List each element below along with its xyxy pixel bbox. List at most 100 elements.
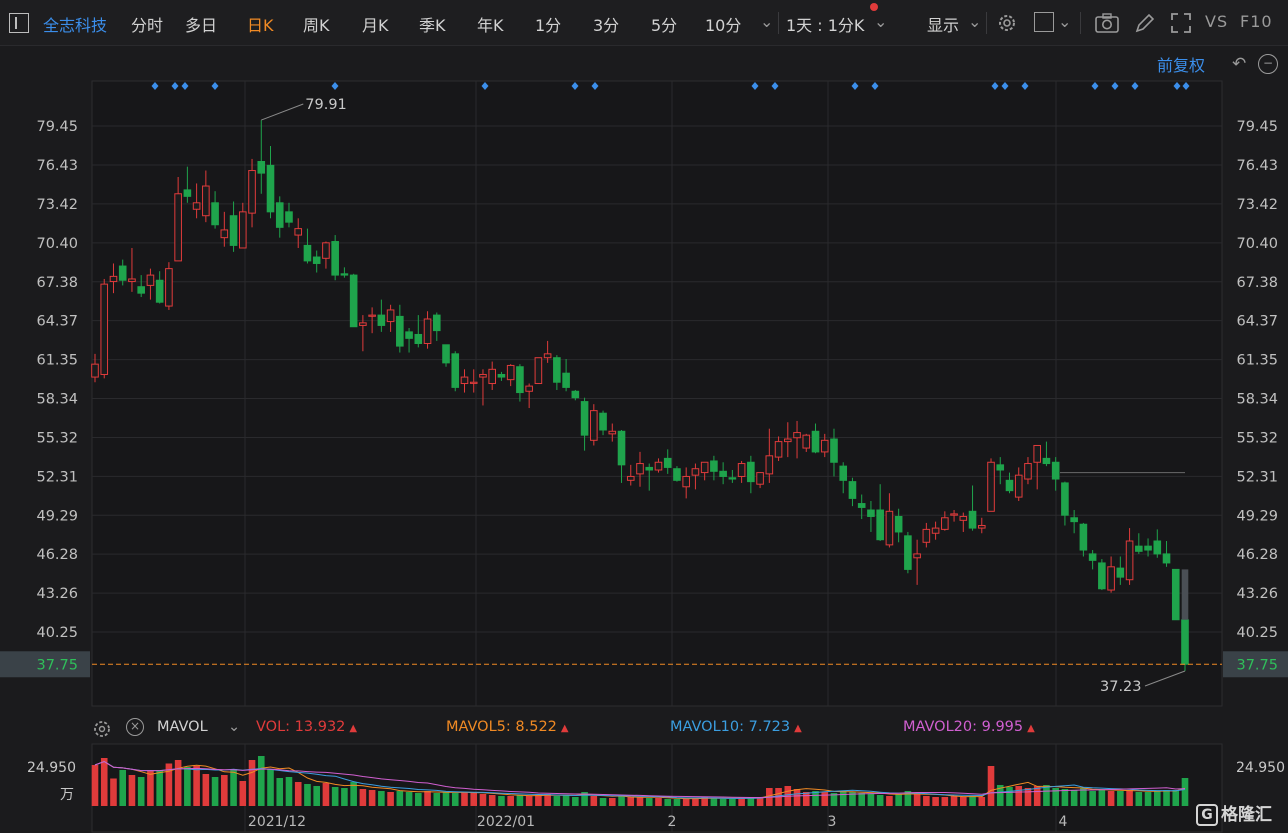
camera-icon[interactable] bbox=[1095, 13, 1119, 33]
event-diamond-icon bbox=[181, 82, 189, 90]
undo-icon[interactable]: ↶ bbox=[1232, 54, 1247, 74]
candle-body bbox=[968, 510, 977, 529]
candle-body bbox=[719, 470, 727, 477]
volume-bar bbox=[442, 792, 450, 806]
volume-settings-icon[interactable] bbox=[92, 719, 112, 739]
volume-bar bbox=[331, 787, 339, 806]
candle-body bbox=[617, 430, 626, 466]
candle-body bbox=[414, 333, 423, 345]
candle-body bbox=[543, 353, 552, 359]
tab-intraday[interactable]: 分时 bbox=[131, 16, 164, 35]
candle-body bbox=[322, 242, 330, 259]
candle-body bbox=[1144, 545, 1152, 551]
kline-chart[interactable]: 79.45 76.43 73.42 70.40 67.38 64.37 61.35 58.34… bbox=[0, 46, 1288, 833]
candle-body bbox=[820, 439, 829, 453]
candle-body bbox=[137, 286, 145, 294]
tab-weekly-k[interactable]: 周K bbox=[303, 16, 330, 35]
candle-body bbox=[811, 430, 820, 453]
tab-multi-day[interactable]: 多日 bbox=[185, 16, 218, 35]
vol-label: VOL: bbox=[256, 719, 291, 735]
volume-bar bbox=[424, 791, 431, 806]
volume-bar bbox=[359, 789, 367, 806]
volume-header: × MAVOL ⌄ VOL: 13.932 ▲ MAVOL5: 8.522 ▲ MA… bbox=[0, 712, 1288, 744]
tab-5min[interactable]: 5分 bbox=[651, 16, 678, 35]
indicator-name[interactable]: MAVOL bbox=[157, 719, 208, 735]
toolbar: 全志科技 分时 多日 日K 周K 月K 季K 年K 1分 3分 5分 10分 ⌄… bbox=[0, 0, 1288, 46]
candle-body bbox=[359, 322, 367, 326]
candle-body bbox=[626, 475, 635, 481]
volume-bar bbox=[433, 793, 441, 806]
mavol-line bbox=[94, 760, 1186, 798]
candlestick-series bbox=[91, 120, 1189, 671]
volume-bar bbox=[904, 791, 912, 806]
mavol10-label: MAVOL10: bbox=[670, 719, 744, 735]
f10-button[interactable]: F10 bbox=[1240, 12, 1273, 31]
close-indicator-icon[interactable]: × bbox=[126, 718, 144, 736]
candle-body bbox=[238, 211, 247, 249]
fullscreen-icon[interactable] bbox=[1170, 12, 1192, 34]
collapse-icon[interactable]: − bbox=[1258, 54, 1278, 74]
volume-bar bbox=[211, 777, 219, 806]
display-chevron-icon[interactable]: ⌄ bbox=[968, 12, 982, 31]
volume-bar bbox=[978, 797, 986, 806]
indicator-chevron-icon[interactable]: ⌄ bbox=[228, 719, 241, 735]
more-periods-chevron-icon[interactable]: ⌄ bbox=[760, 12, 774, 31]
volume-bar bbox=[590, 796, 598, 806]
volume-bar bbox=[839, 791, 847, 806]
settings-gear-icon[interactable] bbox=[996, 12, 1018, 34]
cycle-chevron-icon[interactable]: ⌄ bbox=[874, 12, 888, 31]
volume-bar bbox=[119, 770, 127, 806]
y-tick-label: 76.43 bbox=[1236, 158, 1278, 174]
vs-compare-button[interactable]: VS bbox=[1205, 12, 1229, 31]
candle-body bbox=[1181, 619, 1189, 665]
candle-body bbox=[941, 517, 949, 530]
volume-bar bbox=[1080, 788, 1087, 806]
y-tick-label: 70.40 bbox=[1236, 236, 1278, 252]
separator bbox=[1080, 12, 1081, 34]
volume-bar bbox=[285, 777, 293, 806]
volume-bar bbox=[221, 775, 228, 806]
tab-yearly-k[interactable]: 年K bbox=[477, 16, 504, 35]
volume-bar bbox=[239, 781, 247, 806]
sidebar-toggle-icon[interactable] bbox=[9, 13, 29, 33]
layout-chevron-icon[interactable]: ⌄ bbox=[1058, 12, 1072, 31]
candle-body bbox=[174, 193, 182, 262]
event-diamond-icon bbox=[331, 82, 339, 90]
stock-name[interactable]: 全志科技 bbox=[43, 16, 108, 35]
candle-body bbox=[469, 381, 478, 384]
x-axis-label: 3 bbox=[828, 814, 837, 830]
display-menu[interactable]: 显示 bbox=[927, 16, 960, 35]
candle-body bbox=[525, 385, 533, 392]
candle-body bbox=[1014, 474, 1023, 498]
tab-daily-k[interactable]: 日K bbox=[247, 16, 274, 35]
layout-square-icon[interactable] bbox=[1034, 12, 1054, 32]
mavol5-value: 8.522 bbox=[515, 719, 557, 735]
candle-body bbox=[192, 202, 201, 210]
volume-bar bbox=[1107, 791, 1115, 806]
tab-10min[interactable]: 10分 bbox=[705, 16, 742, 35]
mavol-line bbox=[94, 760, 1186, 800]
pen-draw-icon[interactable] bbox=[1134, 12, 1154, 34]
y-tick-label: 46.28 bbox=[1236, 547, 1278, 563]
cycle-select[interactable]: 1天 : 1分K bbox=[786, 16, 865, 35]
y-tick-label: 76.43 bbox=[36, 158, 78, 174]
volume-bar bbox=[562, 795, 570, 806]
volume-bar bbox=[710, 798, 718, 806]
candle-body bbox=[331, 241, 339, 276]
volume-bar bbox=[895, 794, 902, 806]
tab-3min[interactable]: 3分 bbox=[593, 16, 620, 35]
event-diamond-icon bbox=[571, 82, 579, 90]
adjust-mode-button[interactable]: 前复权 bbox=[1157, 56, 1206, 75]
volume-bar bbox=[793, 789, 801, 806]
candle-body bbox=[904, 535, 912, 570]
volume-bar bbox=[507, 796, 514, 806]
candle-body bbox=[211, 202, 219, 226]
tab-monthly-k[interactable]: 月K bbox=[362, 16, 389, 35]
event-diamond-icon bbox=[1021, 82, 1029, 90]
tab-1min[interactable]: 1分 bbox=[535, 16, 562, 35]
tab-quarterly-k[interactable]: 季K bbox=[419, 16, 446, 35]
candle-body bbox=[987, 461, 995, 512]
candle-body bbox=[128, 278, 136, 283]
candle-body bbox=[479, 373, 487, 378]
candle-body bbox=[405, 331, 413, 339]
